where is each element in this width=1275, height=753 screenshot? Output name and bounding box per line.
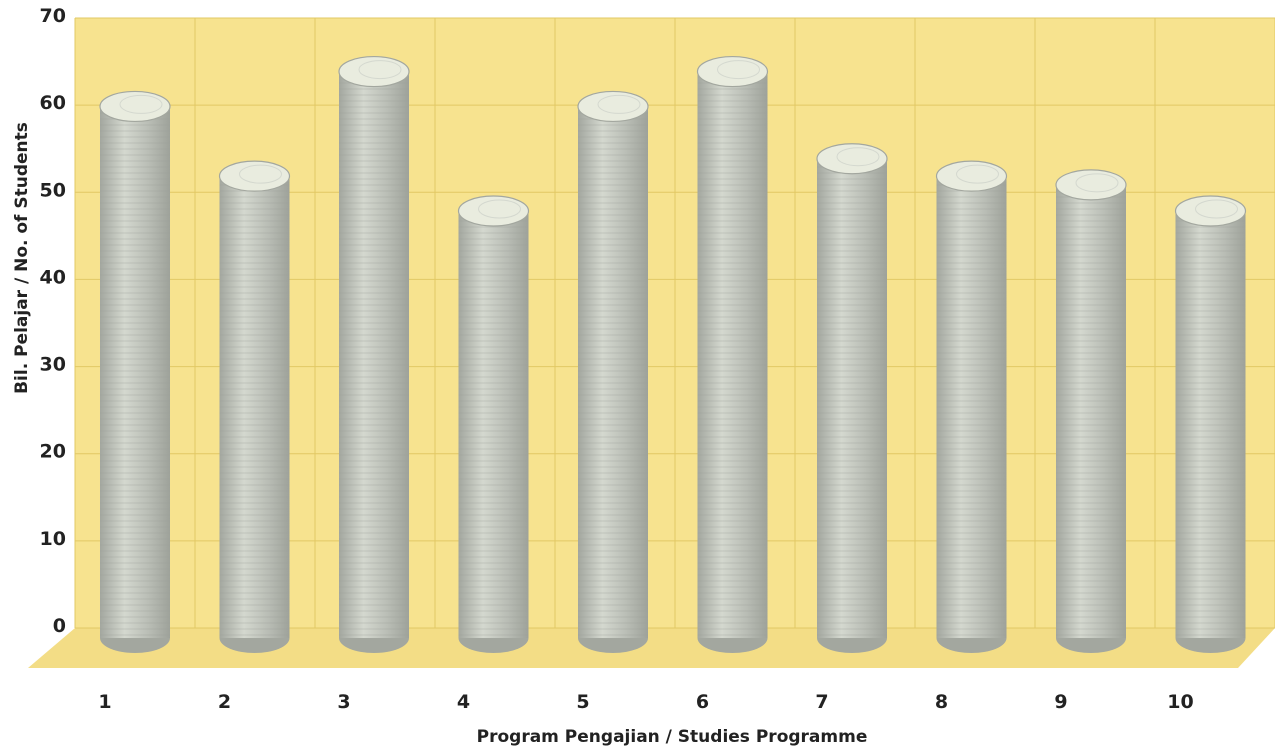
x-tick-label: 7 <box>815 691 828 713</box>
bar-7 <box>816 143 888 653</box>
bar-5 <box>577 90 649 653</box>
bar-4 <box>457 195 530 653</box>
y-tick-label: 20 <box>40 441 66 463</box>
y-tick-label: 30 <box>40 354 66 376</box>
bar-1 <box>99 90 171 653</box>
y-tick-label: 50 <box>40 179 66 201</box>
bars <box>99 55 1247 653</box>
x-tick-label: 6 <box>696 691 709 713</box>
bar-2 <box>218 160 291 653</box>
x-axis-ticks: 1 2 3 4 5 6 7 8 9 10 <box>98 691 1193 713</box>
y-axis-title: Bil. Pelajar / No. of Students <box>12 122 32 394</box>
x-tick-label: 10 <box>1167 691 1193 713</box>
y-axis-ticks: 0 10 20 30 40 50 60 70 <box>40 5 66 637</box>
x-tick-label: 2 <box>218 691 231 713</box>
y-tick-label: 0 <box>53 615 66 637</box>
bar-6 <box>696 55 769 653</box>
bar-3 <box>338 55 410 653</box>
y-tick-label: 10 <box>40 528 66 550</box>
x-tick-label: 8 <box>935 691 948 713</box>
x-tick-label: 4 <box>457 691 470 713</box>
y-tick-label: 70 <box>40 5 66 27</box>
x-axis-title: Program Pengajian / Studies Programme <box>477 727 868 747</box>
bar-9 <box>1055 169 1127 653</box>
x-tick-label: 5 <box>576 691 589 713</box>
bar-10 <box>1174 195 1247 653</box>
bar-8 <box>935 160 1008 653</box>
y-tick-label: 40 <box>40 266 66 288</box>
y-tick-label: 60 <box>40 92 66 114</box>
x-tick-label: 3 <box>337 691 350 713</box>
x-tick-label: 1 <box>98 691 111 713</box>
x-tick-label: 9 <box>1054 691 1067 713</box>
